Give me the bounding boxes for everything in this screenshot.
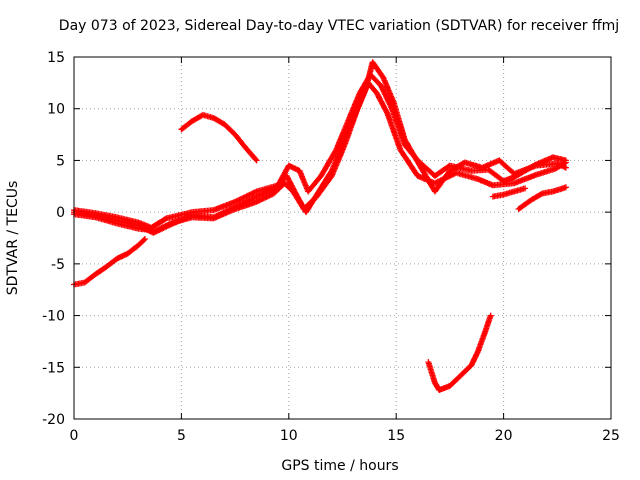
series-arc-7 [489, 185, 529, 200]
series-arc-6 [425, 312, 494, 393]
x-tick-label: 25 [602, 428, 620, 444]
y-tick-label: 5 [56, 153, 65, 169]
series-markers [71, 71, 569, 231]
series-arc-2 [71, 71, 569, 231]
x-axis-label: GPS time / hours [281, 458, 398, 474]
x-tick-label: 0 [70, 428, 79, 444]
y-tick-label: -5 [51, 257, 65, 273]
grid [74, 57, 611, 419]
series-markers [489, 185, 529, 200]
y-tick-label: 10 [47, 102, 65, 118]
y-tick-label: -20 [42, 412, 65, 428]
x-tick-label: 15 [387, 428, 405, 444]
x-tick-label: 20 [495, 428, 513, 444]
plot-frame [73, 56, 612, 420]
x-tick-label: 10 [280, 428, 298, 444]
series-markers [515, 184, 569, 212]
y-axis-label: SDTVAR / TECUs [5, 181, 21, 296]
y-tick-label: 0 [56, 205, 65, 221]
series-arc-5 [178, 111, 260, 164]
chart-title: Day 073 of 2023, Sidereal Day-to-day VTE… [59, 18, 619, 34]
series-markers [178, 111, 260, 164]
series-arc-3 [71, 59, 569, 234]
x-tick-label: 5 [177, 428, 186, 444]
y-axis: -20 -15 -10 -5 0 5 10 15 [42, 50, 611, 428]
series-markers [71, 59, 569, 234]
series-markers [71, 236, 148, 288]
series-markers [425, 312, 494, 393]
y-tick-label: -15 [42, 360, 65, 376]
x-axis: 0 5 10 15 20 25 [70, 57, 620, 444]
plot-series [71, 59, 569, 393]
y-tick-label: 15 [47, 50, 65, 66]
y-tick-label: -10 [42, 309, 65, 325]
series-arc-8 [515, 184, 569, 212]
series-arc-4 [71, 236, 148, 288]
